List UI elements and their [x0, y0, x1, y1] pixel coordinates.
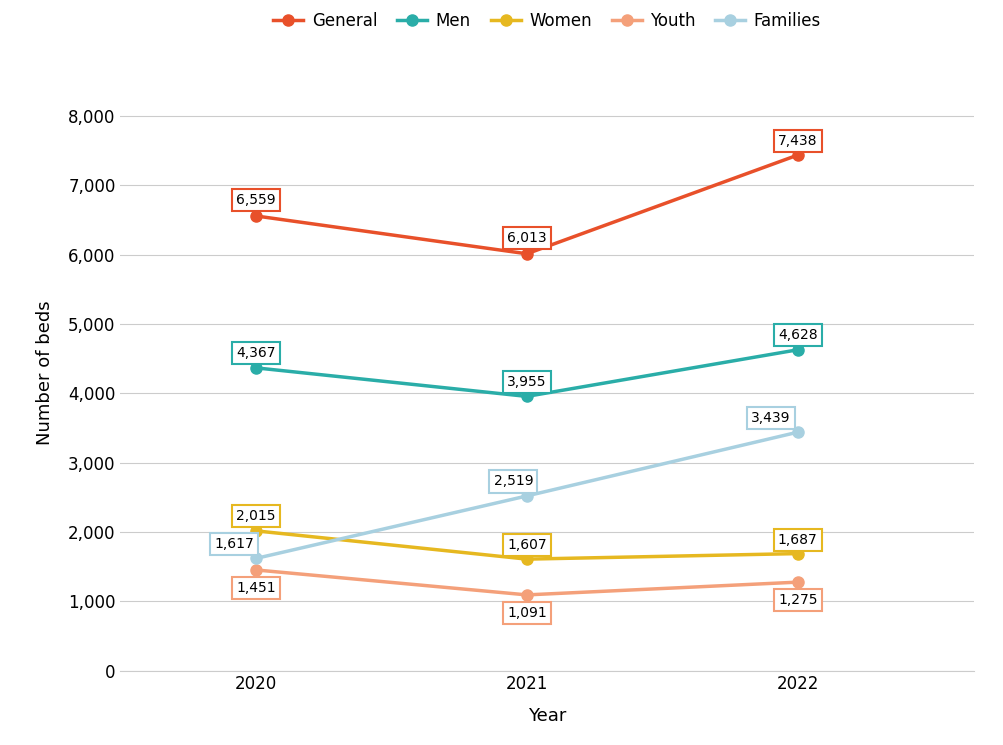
Text: 1,607: 1,607: [507, 539, 546, 552]
Text: 6,559: 6,559: [236, 193, 276, 207]
Text: 1,451: 1,451: [236, 581, 276, 595]
Text: 4,628: 4,628: [777, 329, 816, 342]
Text: 3,955: 3,955: [507, 375, 546, 389]
Text: 1,275: 1,275: [777, 593, 816, 607]
Y-axis label: Number of beds: Number of beds: [36, 300, 54, 445]
Legend: General, Men, Women, Youth, Families: General, Men, Women, Youth, Families: [267, 5, 826, 37]
X-axis label: Year: Year: [528, 707, 566, 725]
Text: 1,687: 1,687: [777, 533, 816, 547]
Text: 1,617: 1,617: [215, 537, 254, 551]
Text: 2,519: 2,519: [493, 475, 533, 489]
Text: 7,438: 7,438: [777, 134, 816, 148]
Text: 2,015: 2,015: [236, 510, 276, 523]
Text: 6,013: 6,013: [507, 231, 546, 245]
Text: 3,439: 3,439: [750, 411, 789, 425]
Text: 4,367: 4,367: [236, 346, 276, 361]
Text: 1,091: 1,091: [507, 606, 547, 620]
